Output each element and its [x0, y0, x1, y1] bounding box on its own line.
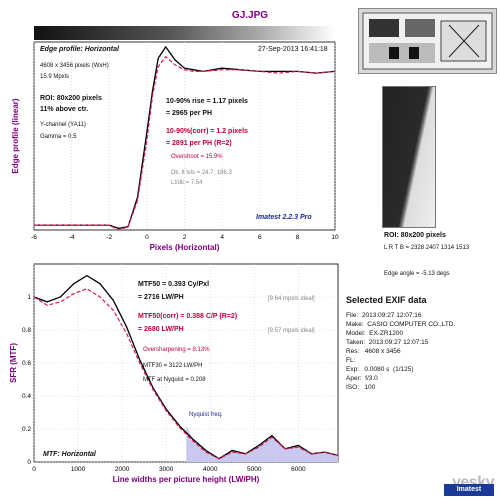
thumbnail-pattern — [362, 12, 493, 70]
corrected-series-line — [34, 55, 336, 231]
mtf50-text: MTF50 = 0.393 Cy/Pxl — [138, 281, 210, 288]
y-tick-label: 0.2 — [22, 426, 31, 433]
exif-line: Exp: 0.0080 s (1/125) — [346, 366, 414, 373]
mtf50-lw-text: = 2716 LW/PH — [138, 294, 184, 301]
roi-lrtb: L R T B = 2328 2407 1314 1513 — [384, 245, 470, 251]
mtf50c-lw-text: = 2680 LW/PH — [138, 326, 184, 333]
version-label: Imatest 2.2.3 Pro — [256, 214, 312, 221]
mtf30-text: MTF30 = 3122 LW/PH — [143, 363, 203, 369]
exif-line: FL: — [346, 357, 356, 364]
y-tick-label: 1 — [27, 294, 31, 301]
x-tick-label: -2 — [106, 234, 112, 241]
x-tick-label: 6000 — [291, 466, 306, 473]
nyquist-label: Nyquist freq. — [189, 412, 223, 418]
ideal-2: [9.57 mpxls ideal] — [268, 328, 315, 334]
oversharp-text: Oversharpening = 8.13% — [143, 347, 210, 353]
nyquist-mtf-text: MTF at Nyquist = 0.208 — [143, 377, 206, 383]
y-tick-label: 0.8 — [22, 327, 31, 334]
exif-list: File: 2013:09:27 12:07:16 Make: CASIO COM… — [346, 311, 455, 392]
edge-channel: Y-channel (YA11) — [40, 122, 86, 128]
x-tick-label: 8 — [296, 234, 300, 241]
x-tick-label: 2 — [183, 234, 187, 241]
edge-corr: 10-90%(corr) = 1.2 pixels — [166, 128, 248, 135]
x-tick-label: 5000 — [247, 466, 262, 473]
x-tick-label: -4 — [69, 234, 75, 241]
edge-angle: Edge angle = -5.13 degs — [384, 271, 450, 277]
edge-date: 27-Sep-2013 16:41:18 — [258, 46, 328, 53]
x-tick-label: 6 — [258, 234, 262, 241]
y-tick-label: 0.4 — [22, 393, 31, 400]
edge-mpxls: 15.9 Mpxls — [40, 74, 70, 80]
exif-line: Model: EX-ZR1200 — [346, 330, 404, 337]
exif-line: File: 2013:09:27 12:07:16 — [346, 312, 422, 319]
nyquist-region — [186, 425, 338, 462]
mtf-title: MTF: Horizontal — [43, 451, 96, 458]
exif-line: Aper: f/3.0 — [346, 375, 378, 382]
exif-line: Taken: 2013:09:27 12:07:15 — [346, 339, 429, 346]
x-tick-label: 4 — [220, 234, 224, 241]
exif-line: Res: 4608 x 3456 — [346, 348, 401, 355]
edge-rise-ph: = 2965 per PH — [166, 110, 213, 117]
x-tick-label: 4000 — [203, 466, 218, 473]
roi-image — [382, 86, 436, 228]
imatest-logo: Imatest — [444, 484, 494, 496]
roi-title: ROI: 80x200 pixels — [384, 232, 446, 239]
ideal-1: [9.64 mpxls ideal] — [268, 296, 315, 302]
edge-roi: ROI: 80x200 pixels — [40, 95, 102, 102]
y-axis-label: Edge profile (linear) — [11, 98, 20, 173]
edge-above: 11% above ctr. — [40, 106, 89, 113]
y-tick-label: 0.6 — [22, 360, 31, 367]
corrected-series-line — [33, 288, 339, 460]
edge-rise: 10-90% rise = 1.17 pixels — [166, 98, 248, 105]
x-axis-label: Pixels (Horizontal) — [150, 243, 220, 252]
x-tick-label: 2000 — [115, 466, 130, 473]
x-tick-label: 3000 — [159, 466, 174, 473]
exif-line: ISO: 100 — [346, 384, 376, 391]
measured-series-line — [33, 274, 339, 460]
edge-overshoot: Overshoot = 15.9% — [171, 154, 223, 160]
mtf-chart: 0 1000 2000 3000 4000 5000 6000 0 0.2 0.4 0.6 0.8 1 L… — [9, 263, 339, 484]
edge-levels: Dk, lt lvls = 24.7, 186.3 — [171, 170, 232, 176]
mtf50c-text: MTF50(corr) = 0.388 C/P (R=2) — [138, 313, 238, 320]
measured-series-line — [34, 45, 336, 230]
x-tick-label: 0 — [145, 234, 149, 241]
x-axis-label: Line widths per picture height (LW/PH) — [113, 475, 260, 484]
gradient-bar — [34, 26, 335, 40]
edge-profile-chart: -6 -4 -2 0 2 4 6 8 10 Pixels (Horizontal) Edge pro… — [11, 41, 339, 252]
edge-corr-ph: = 2891 per PH (R=2) — [166, 140, 232, 147]
edge-size: 4608 x 3456 pixels (WxH) — [40, 63, 109, 69]
y-axis-label: SFR (MTF) — [9, 343, 18, 383]
exif-title: Selected EXIF data — [346, 295, 427, 305]
x-tick-label: 0 — [32, 466, 36, 473]
edge-gamma: Gamma = 0.5 — [40, 134, 77, 140]
chart-thumbnail — [358, 8, 497, 74]
y-tick-label: 0 — [27, 459, 31, 466]
x-tick-label: -6 — [31, 234, 37, 241]
exif-line: Make: CASIO COMPUTER CO.,LTD. — [346, 321, 456, 328]
edge-ratio: Lt/dk = 7.54 — [171, 180, 203, 186]
x-tick-label: 1000 — [71, 466, 86, 473]
file-title: GJ.JPG — [231, 10, 269, 21]
edge-title: Edge profile: Horizontal — [40, 46, 119, 53]
x-tick-label: 10 — [331, 234, 339, 241]
